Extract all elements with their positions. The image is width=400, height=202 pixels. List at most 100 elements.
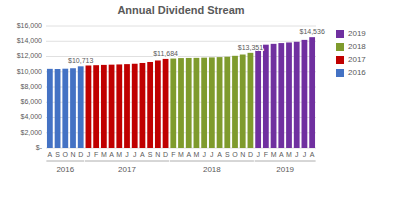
y-tick-label: $14,000	[17, 37, 42, 44]
bar	[140, 63, 146, 148]
annotations: $10,713 $11,684 $13,351 $14,536	[68, 28, 325, 64]
x-tick-label: A	[186, 151, 191, 158]
x-tick-label: D	[163, 151, 168, 158]
y-axis: $- $2,000 $4,000 $6,000 $8,000 $10,000 $12,000…	[17, 22, 316, 151]
x-tick-label: N	[70, 151, 75, 158]
bar	[255, 46, 261, 148]
bar	[124, 64, 130, 148]
group-label: 2017	[118, 165, 136, 174]
bar	[47, 69, 53, 148]
x-tick-label: M	[178, 151, 184, 158]
group-line	[85, 161, 169, 162]
bar	[224, 57, 230, 148]
x-tick-label: S	[55, 151, 60, 158]
x-tick-label: J	[295, 151, 299, 158]
x-tick-label: J	[87, 151, 91, 158]
bar	[302, 40, 308, 148]
legend-label: 2018	[348, 42, 366, 51]
y-tick-label: $6,000	[21, 98, 43, 105]
y-tick-label: $12,000	[17, 52, 42, 59]
bar	[116, 64, 122, 148]
bar	[78, 66, 84, 148]
x-tick-label: D	[78, 151, 83, 158]
group-line	[255, 161, 316, 162]
grid-line	[46, 26, 316, 27]
legend-swatch	[336, 69, 344, 77]
x-tick-label: J	[303, 151, 307, 158]
group-line	[46, 161, 84, 162]
bar	[55, 69, 61, 148]
x-tick-label: M	[116, 151, 122, 158]
x-tick-label: S	[225, 151, 230, 158]
annotation: $13,351	[238, 44, 263, 51]
y-tick-label: $8,000	[21, 83, 43, 90]
x-tick-label: J	[133, 151, 137, 158]
x-tick-label: A	[217, 151, 222, 158]
x-tick-label: A	[109, 151, 114, 158]
x-tick-label: O	[232, 151, 238, 158]
bar	[155, 60, 161, 148]
bar	[93, 65, 99, 148]
bars	[47, 37, 315, 148]
bar	[178, 58, 184, 148]
bar	[147, 62, 153, 148]
x-tick-label: F	[171, 151, 175, 158]
grid-line	[46, 41, 316, 42]
x-tick-label: J	[125, 151, 129, 158]
bar	[209, 57, 215, 148]
annotation: $11,684	[153, 50, 178, 57]
y-tick-label: $4,000	[21, 113, 43, 120]
bar	[263, 45, 269, 148]
bar	[201, 58, 207, 148]
annotation: $10,713	[68, 57, 93, 64]
bar	[186, 58, 192, 148]
x-axis: ASONDJFMAMJJASNDFMAMJJASONDJFMAMJJA20162…	[46, 151, 315, 174]
y-tick-label: $-	[36, 144, 43, 151]
bar	[62, 69, 68, 148]
bar	[170, 59, 176, 148]
bar	[240, 55, 246, 148]
group-line	[170, 161, 254, 162]
x-tick-label: D	[248, 151, 253, 158]
bar	[86, 65, 92, 148]
legend-swatch	[336, 56, 344, 64]
legend: 2019 2018 2017 2016	[336, 29, 366, 77]
bar	[248, 53, 254, 148]
y-tick-label: $10,000	[17, 68, 42, 75]
bar	[101, 65, 107, 148]
bar	[286, 42, 292, 148]
title: Annual Dividend Stream	[117, 4, 244, 16]
bar	[163, 59, 169, 148]
x-tick-label: A	[48, 151, 53, 158]
bar	[271, 44, 277, 148]
x-tick-label: F	[264, 151, 268, 158]
x-tick-label: M	[271, 151, 277, 158]
group-label: 2016	[56, 165, 74, 174]
y-tick-label: $2,000	[21, 129, 43, 136]
legend-label: 2016	[348, 68, 366, 77]
x-tick-label: F	[94, 151, 98, 158]
x-tick-label: M	[194, 151, 200, 158]
bar	[132, 64, 138, 148]
x-tick-label: A	[140, 151, 145, 158]
bar	[109, 65, 115, 148]
x-tick-label: J	[256, 151, 260, 158]
x-tick-label: O	[63, 151, 69, 158]
group-label: 2018	[203, 165, 221, 174]
bar	[294, 42, 300, 148]
legend-label: 2019	[348, 29, 366, 38]
x-tick-label: N	[240, 151, 245, 158]
bar	[217, 57, 223, 148]
x-tick-label: N	[155, 151, 160, 158]
bar	[278, 43, 284, 148]
x-tick-label: A	[310, 151, 315, 158]
x-tick-label: J	[202, 151, 206, 158]
x-tick-label: S	[148, 151, 153, 158]
legend-label: 2017	[348, 55, 366, 64]
annotation: $14,536	[299, 28, 324, 35]
legend-swatch	[336, 43, 344, 51]
legend-swatch	[336, 30, 344, 38]
y-tick-label: $16,000	[17, 22, 42, 29]
chart: Annual Dividend Stream $- $2,000 $4,000 $6,0…	[0, 0, 400, 202]
x-tick-label: A	[279, 151, 284, 158]
